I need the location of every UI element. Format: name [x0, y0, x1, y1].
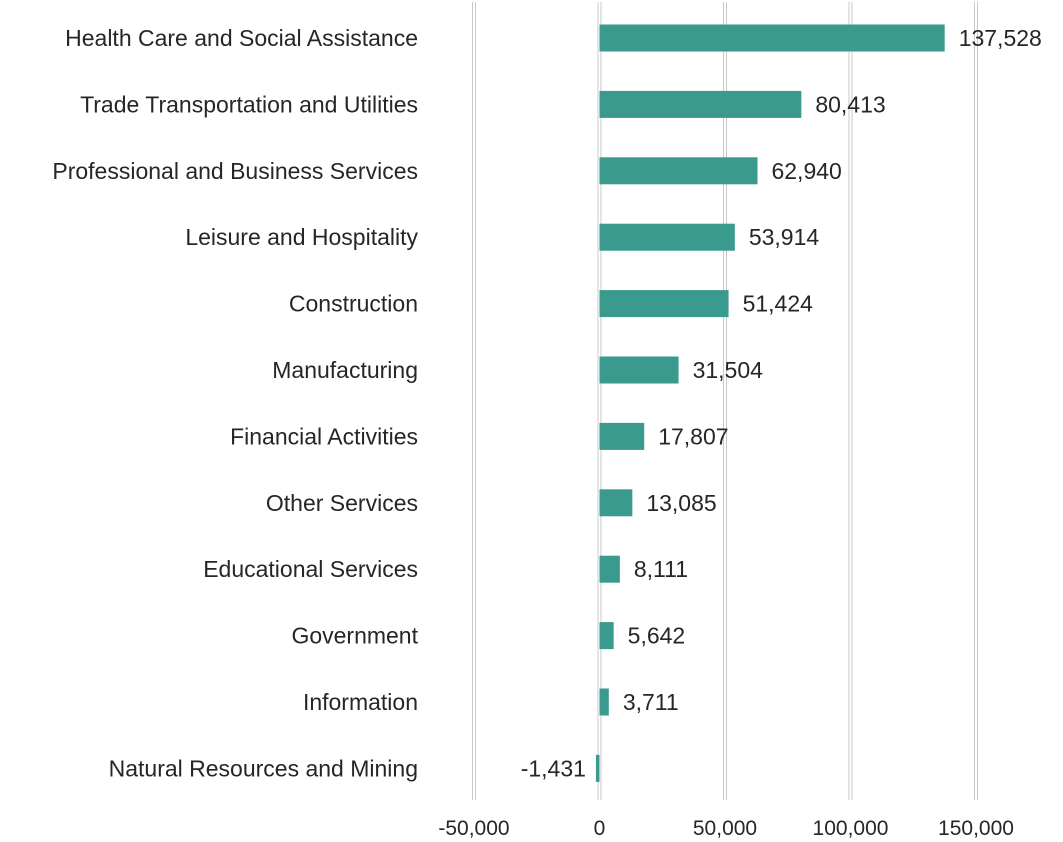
x-tick-label: 100,000 — [813, 817, 889, 840]
category-label: Information — [303, 689, 418, 715]
gridline — [723, 2, 727, 800]
category-label: Educational Services — [203, 556, 418, 582]
category-label: Other Services — [266, 490, 418, 516]
gridline — [848, 2, 853, 800]
x-tick-label: 50,000 — [693, 817, 757, 840]
bars — [595, 24, 945, 782]
data-label: 17,807 — [658, 423, 728, 449]
category-label: Natural Resources and Mining — [109, 755, 418, 781]
data-label: 5,642 — [628, 623, 686, 649]
data-label: 31,504 — [693, 357, 764, 383]
bar — [599, 90, 802, 118]
data-label: 80,413 — [815, 91, 885, 117]
data-label: 137,528 — [959, 25, 1042, 51]
data-label: 62,940 — [771, 158, 841, 184]
x-axis-tick-labels: -50,000 0 50,000 100,000 150,000 — [438, 817, 1014, 840]
data-labels: 137,528 80,413 62,940 53,914 51,424 31,504 17,… — [521, 25, 1042, 781]
bar — [599, 223, 735, 251]
bar — [599, 157, 758, 185]
category-label: Government — [291, 623, 418, 649]
data-label: -1,431 — [521, 755, 586, 781]
data-label: 8,111 — [634, 556, 688, 582]
category-label: Manufacturing — [272, 357, 418, 383]
grid-lines — [472, 2, 978, 800]
x-tick-label: 150,000 — [938, 817, 1014, 840]
category-label: Construction — [289, 291, 418, 317]
bar — [599, 489, 633, 517]
category-labels: Health Care and Social Assistance Trade T… — [52, 25, 418, 781]
bar — [599, 555, 620, 583]
bar — [599, 24, 945, 52]
x-tick-label: 0 — [594, 817, 606, 840]
bar — [599, 622, 614, 650]
gridline — [597, 2, 602, 800]
data-label: 53,914 — [749, 224, 820, 250]
category-label: Health Care and Social Assistance — [65, 25, 418, 51]
x-tick-label: -50,000 — [438, 817, 509, 840]
gridline — [974, 2, 978, 800]
bar — [599, 356, 679, 384]
data-label: 3,711 — [623, 689, 679, 715]
category-label: Leisure and Hospitality — [185, 224, 418, 250]
category-label: Professional and Business Services — [52, 158, 418, 184]
data-label: 13,085 — [646, 490, 716, 516]
bar — [599, 688, 609, 716]
gridline — [472, 2, 476, 800]
bar — [599, 290, 729, 318]
bar — [599, 422, 645, 450]
data-label: 51,424 — [743, 291, 814, 317]
bar — [595, 754, 600, 782]
category-label: Financial Activities — [230, 423, 418, 449]
category-label: Trade Transportation and Utilities — [80, 91, 418, 117]
